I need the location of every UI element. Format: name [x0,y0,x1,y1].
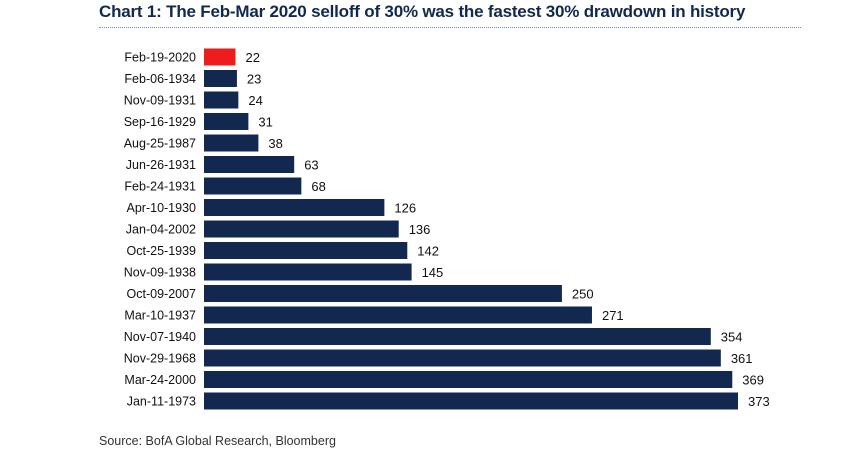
bar [204,177,302,195]
category-label: Feb-24-1931 [124,180,196,194]
bar [204,134,259,152]
value-label: 24 [248,93,262,108]
bar [204,70,237,87]
category-label: Feb-19-2020 [124,51,196,65]
category-label: Sep-16-1929 [124,115,196,129]
category-label: Oct-25-1939 [127,244,197,258]
category-label: Nov-09-1938 [124,266,196,280]
bar [204,263,412,281]
value-label: 354 [721,330,743,345]
category-label: Aug-25-1987 [124,137,196,151]
value-label: 31 [258,115,272,130]
category-label: Jan-04-2002 [126,223,196,237]
bar [204,371,733,388]
category-label: Oct-09-2007 [127,287,197,301]
bar [204,91,239,109]
category-label: Nov-07-1940 [124,330,196,344]
value-label: 126 [394,201,416,216]
category-label: Nov-29-1968 [124,352,196,366]
bar [204,242,408,259]
title-divider [99,27,801,28]
bar [204,113,249,130]
category-label: Feb-06-1934 [124,72,196,86]
value-label: 23 [247,72,261,87]
bar-highlighted [204,48,236,66]
category-label: Mar-10-1937 [124,309,196,323]
value-label: 142 [417,244,439,259]
bar [204,285,562,302]
bar [204,328,711,345]
bar [204,392,738,410]
source-note: Source: BofA Global Research, Bloomberg [99,434,336,448]
value-label: 68 [311,179,325,194]
value-label: 373 [748,394,770,409]
value-label: 271 [602,308,624,323]
chart-plot-area: Feb-19-2020 22 Feb-06-1934 23 Nov-09-1931 24 S… [124,48,770,410]
bar [204,349,721,367]
value-label: 22 [245,50,259,65]
bar [204,220,399,238]
bar [204,156,295,173]
value-label: 145 [422,265,444,280]
value-label: 136 [409,222,431,237]
category-label: Mar-24-2000 [124,373,196,387]
bar [204,306,592,324]
bar [204,199,385,216]
value-label: 38 [268,136,282,151]
value-label: 369 [742,373,764,388]
category-label: Jun-26-1931 [126,158,196,172]
value-label: 361 [731,351,753,366]
category-label: Jan-11-1973 [127,395,196,409]
category-label: Nov-09-1931 [124,94,196,108]
category-label: Apr-10-1930 [127,201,197,215]
value-label: 63 [304,158,318,173]
chart-title: Chart 1: The Feb-Mar 2020 selloff of 30%… [99,2,746,21]
value-label: 250 [572,287,594,302]
